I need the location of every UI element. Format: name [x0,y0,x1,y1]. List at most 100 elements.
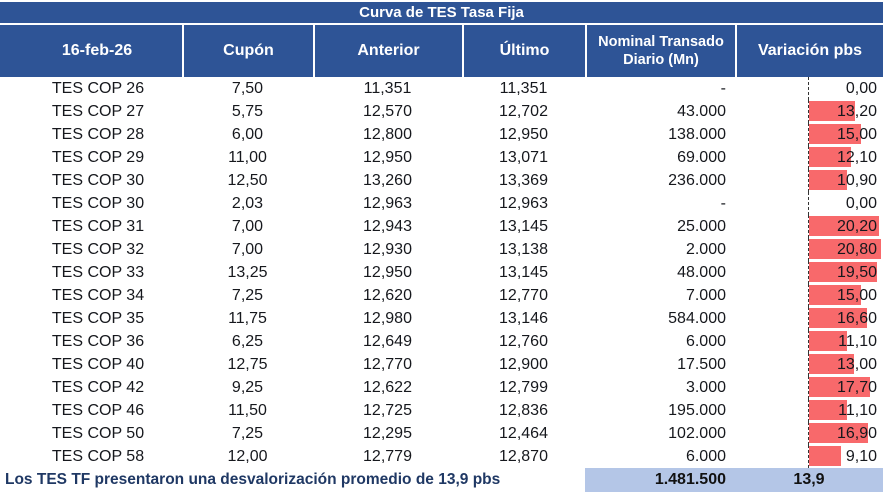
cell-variacion: 13,00 [735,353,883,376]
variacion-databar [809,124,861,144]
variacion-value: 16,90 [836,425,877,442]
cell-anterior: 12,950 [363,149,412,166]
cell-anterior: 12,950 [363,264,412,281]
cell-variacion: 0,00 [735,77,883,100]
cell-variacion: 20,20 [735,215,883,238]
cell-anterior: 12,570 [363,103,412,120]
cell-ultimo: 12,799 [499,379,548,396]
cell-variacion: 10,90 [735,169,883,192]
variacion-databar [809,170,847,190]
cell-nominal: 69.000 [677,149,726,166]
cell-anterior: 12,649 [363,333,412,350]
cell-nominal: 25.000 [677,218,726,235]
cell-anterior: 12,800 [363,126,412,143]
variacion-bar-zone: 15,00 [808,284,883,307]
cell-bond-name: TES COP 34 [51,287,145,304]
cell-ultimo: 11,351 [499,80,548,97]
cell-ultimo: 12,702 [499,103,548,120]
variacion-value: 15,00 [836,126,877,143]
variacion-bar-zone: 11,10 [808,399,883,422]
cell-bond-name: TES COP 29 [51,149,145,166]
variacion-bar-zone: 11,10 [808,330,883,353]
cell-ultimo: 12,963 [499,195,548,212]
cell-cupon: 7,25 [231,425,264,442]
footer-nominal-total: 1.481.500 [585,468,735,492]
column-header-anterior: Anterior [313,25,462,77]
cell-bond-name: TES COP 32 [51,241,145,258]
table-row: TES COP 32 7,00 12,930 13,138 2.000 20,8… [0,238,883,261]
cell-anterior: 11,351 [363,80,412,97]
cell-cupon: 11,00 [228,149,267,166]
cell-bond-name: TES COP 42 [51,379,145,396]
variacion-bar-zone: 16,60 [808,307,883,330]
table-row: TES COP 28 6,00 12,800 12,950 138.000 15… [0,123,883,146]
cell-nominal: - [720,195,726,212]
variacion-bar-zone: 10,90 [808,169,883,192]
cell-ultimo: 13,145 [499,218,548,235]
cell-nominal: 195.000 [668,402,726,419]
cell-nominal: 236.000 [668,172,726,189]
cell-cupon: 2,03 [231,195,264,212]
cell-cupon: 5,75 [231,103,264,120]
cell-bond-name: TES COP 50 [51,425,145,442]
cell-nominal: 48.000 [677,264,726,281]
cell-cupon: 6,25 [231,333,264,350]
variacion-bar-zone: 17,70 [808,376,883,399]
variacion-value: 10,90 [836,172,877,189]
cell-anterior: 12,620 [363,287,412,304]
cell-variacion: 11,10 [735,399,883,422]
cell-variacion: 19,50 [735,261,883,284]
column-header-date: 16-feb-26 [0,25,182,77]
cell-ultimo: 12,770 [499,287,548,304]
variacion-value: 17,70 [836,379,877,396]
variacion-databar [809,423,868,443]
cell-ultimo: 12,760 [499,333,548,350]
table-header-row: 16-feb-26 Cupón Anterior Último Nominal … [0,25,883,77]
cell-anterior: 13,260 [363,172,412,189]
footer-note: Los TES TF presentaron una desvalorizaci… [0,468,585,492]
table-row: TES COP 34 7,25 12,620 12,770 7.000 15,0… [0,284,883,307]
cell-cupon: 7,00 [231,218,264,235]
cell-ultimo: 12,950 [499,126,548,143]
cell-ultimo: 12,900 [499,356,548,373]
table-row: TES COP 27 5,75 12,570 12,702 43.000 13,… [0,100,883,123]
variacion-value: 15,00 [836,287,877,304]
cell-cupon: 13,25 [227,264,268,281]
column-header-nominal: Nominal Transado Diario (Mn) [585,25,735,77]
cell-cupon: 11,50 [228,402,267,419]
cell-ultimo: 12,836 [499,402,548,419]
cell-variacion: 20,80 [735,238,883,261]
cell-cupon: 11,75 [228,310,267,327]
cell-bond-name: TES COP 30 [51,195,145,212]
variacion-databar [809,400,848,420]
table-row: TES COP 33 13,25 12,950 13,145 48.000 19… [0,261,883,284]
variacion-bar-zone: 20,80 [808,238,883,261]
cell-nominal: 584.000 [668,310,726,327]
table-body: TES COP 26 7,50 11,351 11,351 - 0,00 TES… [0,77,883,468]
variacion-bar-zone: 9,10 [808,445,883,468]
variacion-bar-zone: 20,20 [808,215,883,238]
cell-nominal: 138.000 [668,126,726,143]
cell-cupon: 12,00 [227,448,268,465]
variacion-value: 9,10 [845,448,877,465]
variacion-bar-zone: 13,00 [808,353,883,376]
cell-ultimo: 12,464 [499,425,548,442]
variacion-bar-zone: 0,00 [808,77,883,100]
cell-anterior: 12,770 [363,356,412,373]
cell-nominal: 17.500 [677,356,726,373]
variacion-value: 16,60 [836,310,877,327]
summary-footer-row: Los TES TF presentaron una desvalorizaci… [0,468,883,492]
cell-bond-name: TES COP 58 [51,448,145,465]
cell-anterior: 12,980 [363,310,412,327]
variacion-bar-zone: 19,50 [808,261,883,284]
variacion-value: 11,10 [838,333,877,350]
cell-variacion: 9,10 [735,445,883,468]
variacion-databar [809,216,879,236]
variacion-databar [809,354,854,374]
cell-bond-name: TES COP 46 [51,402,145,419]
cell-ultimo: 12,870 [499,448,548,465]
table-row: TES COP 40 12,75 12,770 12,900 17.500 13… [0,353,883,376]
table-row: TES COP 30 2,03 12,963 12,963 - 0,00 [0,192,883,215]
variacion-bar-zone: 0,00 [808,192,883,215]
